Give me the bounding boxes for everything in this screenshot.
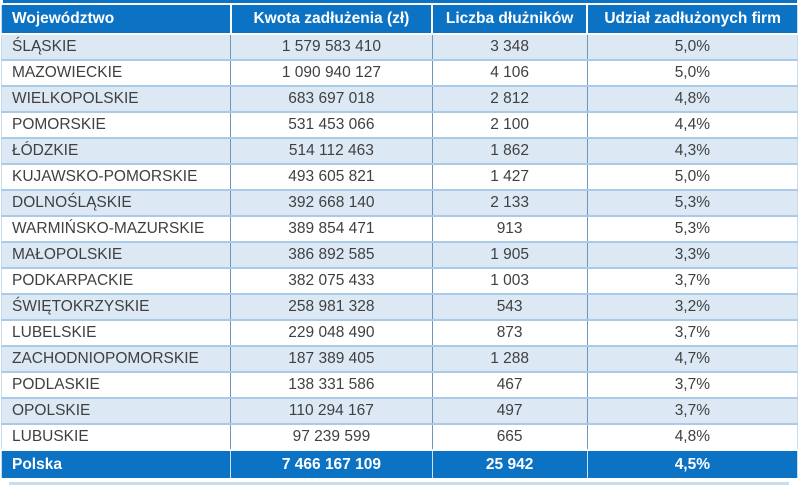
table-row: POMORSKIE 531 453 066 2 100 4,4% bbox=[1, 111, 798, 138]
cell-indebted-share: 3,7% bbox=[586, 267, 798, 294]
cell-indebted-share: 5,0% bbox=[586, 59, 798, 86]
table-row: ZACHODNIOPOMORSKIE 187 389 405 1 288 4,7% bbox=[1, 345, 798, 372]
cell-debtors-count: 665 bbox=[431, 423, 588, 450]
table-header: Województwo Kwota zadłużenia (zł) Liczba… bbox=[1, 5, 798, 35]
cell-debt-amount: 386 892 585 bbox=[230, 241, 433, 268]
total-cell-debtors-count: 25 942 bbox=[431, 449, 588, 478]
cell-indebted-share: 4,8% bbox=[586, 85, 798, 112]
cell-voivodeship: MAZOWIECKIE bbox=[1, 59, 231, 86]
cell-debtors-count: 497 bbox=[431, 397, 588, 424]
cell-voivodeship: ŚLĄSKIE bbox=[1, 33, 231, 60]
cell-indebted-share: 4,4% bbox=[586, 111, 798, 138]
cell-debt-amount: 493 605 821 bbox=[230, 163, 433, 190]
cell-indebted-share: 3,3% bbox=[586, 241, 798, 268]
cell-debtors-count: 2 100 bbox=[431, 111, 588, 138]
column-header-indebted-share: Udział zadłużonych firm bbox=[586, 5, 798, 35]
cell-voivodeship: KUJAWSKO-POMORSKIE bbox=[1, 163, 231, 190]
cell-debtors-count: 1 862 bbox=[431, 137, 588, 164]
table-row: LUBELSKIE 229 048 490 873 3,7% bbox=[1, 319, 798, 346]
cell-debtors-count: 1 003 bbox=[431, 267, 588, 294]
cell-indebted-share: 3,7% bbox=[586, 319, 798, 346]
column-header-voivodeship: Województwo bbox=[1, 5, 231, 35]
cell-debt-amount: 187 389 405 bbox=[230, 345, 433, 372]
cell-indebted-share: 5,3% bbox=[586, 215, 798, 242]
cell-debtors-count: 913 bbox=[431, 215, 588, 242]
cell-indebted-share: 4,3% bbox=[586, 137, 798, 164]
cell-debtors-count: 543 bbox=[431, 293, 588, 320]
cell-indebted-share: 4,7% bbox=[586, 345, 798, 372]
cell-debt-amount: 1 579 583 410 bbox=[230, 33, 433, 60]
table-row: LUBUSKIE 97 239 599 665 4,8% bbox=[1, 423, 798, 450]
cell-debtors-count: 2 133 bbox=[431, 189, 588, 216]
cell-indebted-share: 3,2% bbox=[586, 293, 798, 320]
cell-indebted-share: 5,0% bbox=[586, 33, 798, 60]
table-body: ŚLĄSKIE 1 579 583 410 3 348 5,0% MAZOWIECKIE… bbox=[1, 33, 798, 450]
cell-voivodeship: ŚWIĘTOKRZYSKIE bbox=[1, 293, 231, 320]
cell-debt-amount: 97 239 599 bbox=[230, 423, 433, 450]
cell-debt-amount: 229 048 490 bbox=[230, 319, 433, 346]
cell-voivodeship: LUBUSKIE bbox=[1, 423, 231, 450]
cell-debtors-count: 467 bbox=[431, 371, 588, 398]
cell-debt-amount: 514 112 463 bbox=[230, 137, 433, 164]
column-header-debtors-count: Liczba dłużników bbox=[431, 5, 588, 35]
table-row: MAŁOPOLSKIE 386 892 585 1 905 3,3% bbox=[1, 241, 798, 268]
cell-debtors-count: 2 812 bbox=[431, 85, 588, 112]
total-cell-label: Polska bbox=[1, 449, 231, 478]
cell-debt-amount: 1 090 940 127 bbox=[230, 59, 433, 86]
cell-indebted-share: 3,7% bbox=[586, 397, 798, 424]
cell-indebted-share: 3,7% bbox=[586, 371, 798, 398]
cell-indebted-share: 5,3% bbox=[586, 189, 798, 216]
header-row: Województwo Kwota zadłużenia (zł) Liczba… bbox=[1, 5, 798, 35]
table-bottom-border bbox=[9, 482, 789, 485]
table-row: ŁÓDZKIE 514 112 463 1 862 4,3% bbox=[1, 137, 798, 164]
table-row: WARMIŃSKO-MAZURSKIE 389 854 471 913 5,3% bbox=[1, 215, 798, 242]
cell-voivodeship: OPOLSKIE bbox=[1, 397, 231, 424]
cell-debt-amount: 258 981 328 bbox=[230, 293, 433, 320]
table-row: ŚLĄSKIE 1 579 583 410 3 348 5,0% bbox=[1, 33, 798, 60]
cell-voivodeship: ŁÓDZKIE bbox=[1, 137, 231, 164]
table-row: DOLNOŚLĄSKIE 392 668 140 2 133 5,3% bbox=[1, 189, 798, 216]
cell-voivodeship: ZACHODNIOPOMORSKIE bbox=[1, 345, 231, 372]
cell-debt-amount: 382 075 433 bbox=[230, 267, 433, 294]
voivodeship-debt-table: Województwo Kwota zadłużenia (zł) Liczba… bbox=[1, 5, 798, 478]
cell-voivodeship: WARMIŃSKO-MAZURSKIE bbox=[1, 215, 231, 242]
cell-voivodeship: POMORSKIE bbox=[1, 111, 231, 138]
cell-debt-amount: 138 331 586 bbox=[230, 371, 433, 398]
table-row: MAZOWIECKIE 1 090 940 127 4 106 5,0% bbox=[1, 59, 798, 86]
cell-debt-amount: 531 453 066 bbox=[230, 111, 433, 138]
cell-debtors-count: 1 905 bbox=[431, 241, 588, 268]
cell-voivodeship: WIELKOPOLSKIE bbox=[1, 85, 231, 112]
column-header-debt-amount: Kwota zadłużenia (zł) bbox=[229, 5, 433, 35]
cell-indebted-share: 4,8% bbox=[586, 423, 798, 450]
cell-debt-amount: 392 668 140 bbox=[230, 189, 433, 216]
cell-debt-amount: 389 854 471 bbox=[230, 215, 433, 242]
cell-indebted-share: 5,0% bbox=[586, 163, 798, 190]
cell-debtors-count: 1 288 bbox=[431, 345, 588, 372]
total-cell-indebted-share: 4,5% bbox=[586, 449, 798, 478]
cell-debtors-count: 3 348 bbox=[431, 33, 588, 60]
table-row: PODLASKIE 138 331 586 467 3,7% bbox=[1, 371, 798, 398]
cell-voivodeship: PODKARPACKIE bbox=[1, 267, 231, 294]
cell-debt-amount: 683 697 018 bbox=[230, 85, 433, 112]
table-row: ŚWIĘTOKRZYSKIE 258 981 328 543 3,2% bbox=[1, 293, 798, 320]
cell-voivodeship: DOLNOŚLĄSKIE bbox=[1, 189, 231, 216]
cell-debtors-count: 4 106 bbox=[431, 59, 588, 86]
cell-voivodeship: MAŁOPOLSKIE bbox=[1, 241, 231, 268]
cell-debt-amount: 110 294 167 bbox=[230, 397, 433, 424]
cell-debtors-count: 1 427 bbox=[431, 163, 588, 190]
cell-voivodeship: LUBELSKIE bbox=[1, 319, 231, 346]
table-top-border bbox=[3, 0, 797, 3]
cell-voivodeship: PODLASKIE bbox=[1, 371, 231, 398]
cell-debtors-count: 873 bbox=[431, 319, 588, 346]
table-row: KUJAWSKO-POMORSKIE 493 605 821 1 427 5,0% bbox=[1, 163, 798, 190]
table-row: OPOLSKIE 110 294 167 497 3,7% bbox=[1, 397, 798, 424]
table-footer: Polska 7 466 167 109 25 942 4,5% bbox=[1, 449, 798, 478]
total-row: Polska 7 466 167 109 25 942 4,5% bbox=[1, 449, 798, 478]
table-row: WIELKOPOLSKIE 683 697 018 2 812 4,8% bbox=[1, 85, 798, 112]
total-cell-debt-amount: 7 466 167 109 bbox=[230, 449, 433, 478]
table-row: PODKARPACKIE 382 075 433 1 003 3,7% bbox=[1, 267, 798, 294]
